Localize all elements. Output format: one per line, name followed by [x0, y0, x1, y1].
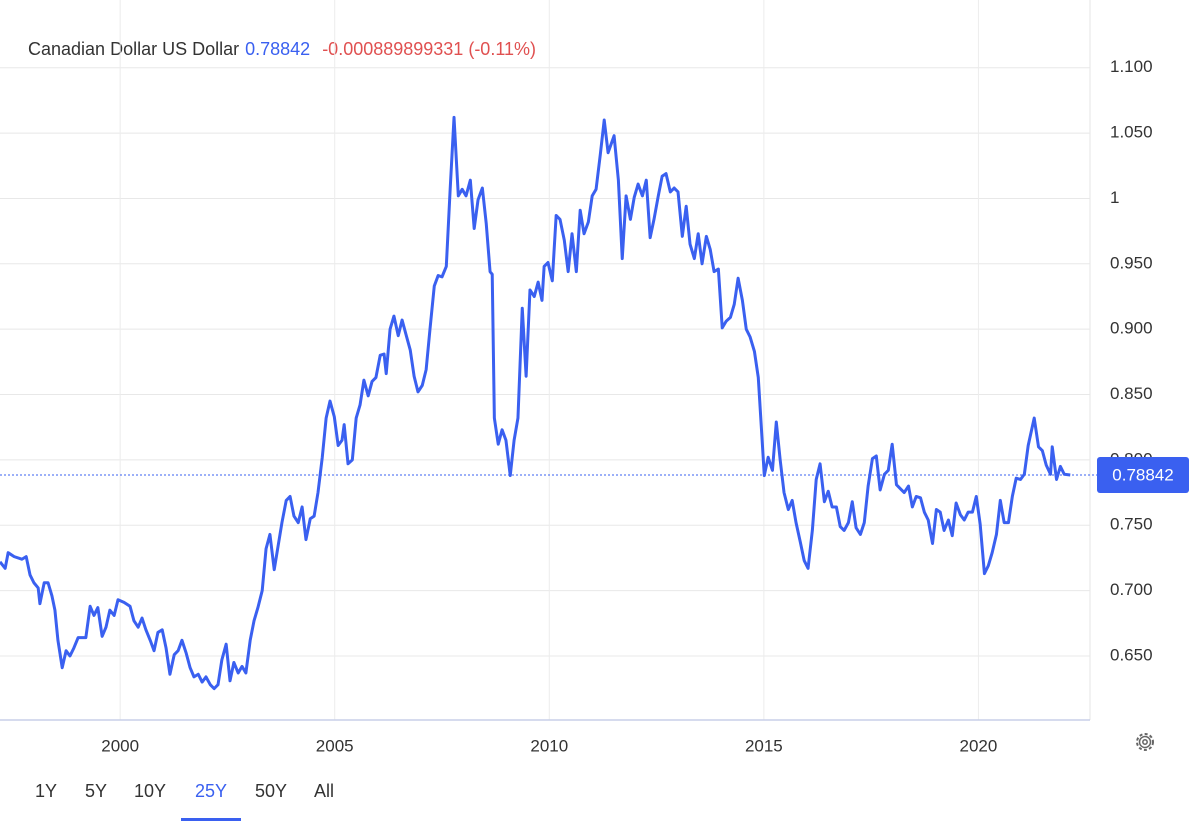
- x-tick-label: 2010: [530, 736, 568, 755]
- gear-body: [1138, 735, 1152, 749]
- y-tick-label: 0.900: [1110, 319, 1153, 338]
- range-button[interactable]: 50Y: [255, 781, 287, 801]
- x-tick-label: 2020: [960, 736, 998, 755]
- current-value-badge-label: 0.78842: [1112, 466, 1173, 485]
- y-tick-label: 0.700: [1110, 580, 1153, 599]
- range-button[interactable]: 25Y: [195, 781, 227, 801]
- settings-icon[interactable]: [1136, 733, 1154, 751]
- change: -0.000889899331 (-0.11%): [322, 39, 536, 59]
- range-button[interactable]: 5Y: [85, 781, 107, 801]
- header: Canadian Dollar US Dollar 0.78842 -0.00088…: [28, 39, 536, 59]
- range-button[interactable]: 1Y: [35, 781, 57, 801]
- gear-hole: [1142, 739, 1148, 745]
- x-tick-label: 2000: [101, 736, 139, 755]
- current-value: 0.78842: [245, 39, 310, 59]
- y-tick-label: 1.050: [1110, 123, 1153, 142]
- y-tick-label: 1.100: [1110, 57, 1153, 76]
- range-button[interactable]: 10Y: [134, 781, 166, 801]
- x-tick-label: 2015: [745, 736, 783, 755]
- y-tick-label: 0.850: [1110, 384, 1153, 403]
- gear-teeth: [1136, 733, 1154, 751]
- y-tick-label: 1: [1110, 188, 1119, 207]
- y-tick-label: 0.750: [1110, 515, 1153, 534]
- range-button[interactable]: All: [314, 781, 334, 801]
- y-tick-label: 0.950: [1110, 253, 1153, 272]
- current-value-badge: [1097, 457, 1189, 494]
- x-tick-label: 2005: [316, 736, 354, 755]
- range-selected-underline: [181, 818, 241, 821]
- y-tick-label: 0.650: [1110, 645, 1153, 664]
- chart-title: Canadian Dollar US Dollar: [28, 39, 239, 59]
- line-series: [0, 115, 1071, 691]
